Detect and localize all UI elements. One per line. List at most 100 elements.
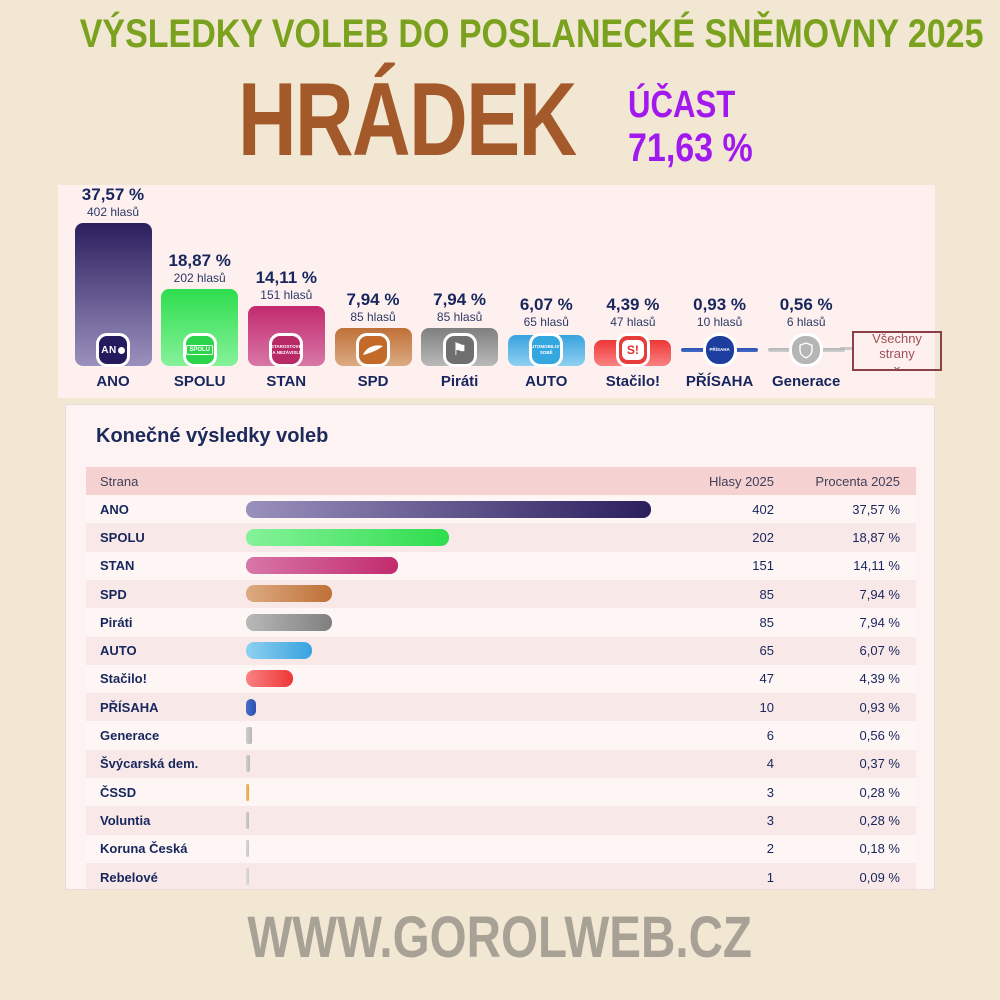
- table-party-rebelov: Rebelové: [100, 869, 158, 885]
- connector-line: [840, 347, 852, 350]
- table-percent-voluntia: 0,28 %: [859, 812, 900, 828]
- spd-party-icon: [356, 333, 390, 367]
- chart-label-spolu: SPOLU: [173, 373, 226, 390]
- table-party-generace: Generace: [100, 728, 160, 744]
- chart-label-generace: Generace: [771, 373, 841, 390]
- table-party-voluntia: Voluntia: [100, 812, 151, 828]
- auto-party-icon: AUTOMOBILISTÉ SOBĚ: [529, 333, 564, 367]
- table-votes-sta-ilo: 47: [759, 671, 774, 687]
- site-url: WWW.GOROLWEB.CZ: [247, 905, 753, 970]
- table-party-auto: AUTO: [100, 643, 137, 659]
- table-votes-p-saha: 10: [759, 699, 774, 715]
- results-bar-chart: Všechny strany ⌄ 37,57 % 402 hlasů AN ANO 18…: [58, 185, 942, 398]
- table-bar-v-carsk-dem: [246, 755, 250, 773]
- table-party-spd: SPD: [100, 586, 127, 602]
- table-party-ssd: ČSSD: [100, 784, 137, 800]
- all-parties-button[interactable]: Všechny strany ⌄: [852, 331, 942, 373]
- chart-percent-pir-ti: 7,94 %: [433, 289, 487, 309]
- table-bar-sta-ilo: [246, 670, 294, 688]
- spolu-party-icon: SPOLU: [182, 333, 217, 367]
- chart-label-sta-ilo: Stačilo!: [605, 373, 660, 390]
- ano-party-icon: AN: [96, 333, 130, 367]
- chart-votes-pir-ti: 85 hlasů: [436, 309, 483, 324]
- chart-label-p-saha: PŘÍSAHA: [685, 373, 754, 390]
- table-percent-sta-ilo: 4,39 %: [859, 671, 900, 687]
- all-parties-button-label: Všechny strany: [872, 331, 922, 361]
- table-row: AUTO 65 6,07 %: [86, 636, 916, 665]
- table-row: Piráti 85 7,94 %: [86, 608, 916, 637]
- table-row: Rebelové 1 0,09 %: [86, 862, 916, 889]
- table-votes-spolu: 202: [752, 529, 774, 545]
- table-header-row: Strana Hlasy 2025 Procenta 2025: [86, 467, 916, 495]
- chart-label-ano: ANO: [96, 373, 130, 390]
- chart-percent-auto: 6,07 %: [519, 295, 573, 314]
- chart-percent-sta-ilo: 4,39 %: [606, 295, 660, 314]
- chart-percent-stan: 14,11 %: [255, 267, 318, 287]
- table-bar-spolu: [246, 528, 450, 546]
- chart-percent-spd: 7,94 %: [346, 289, 400, 309]
- table-party-p-saha: PŘÍSAHA: [100, 699, 159, 715]
- chevron-down-icon: ⌄: [891, 358, 903, 373]
- table-party-stan: STAN: [100, 558, 135, 574]
- table-party-sta-ilo: Stačilo!: [100, 671, 147, 687]
- chart-percent-ano: 37,57 %: [81, 184, 145, 204]
- table-percent-ano: 37,57 %: [852, 501, 900, 517]
- stan-party-icon: STAROSTOVÉ A NEZÁVISLÍ: [269, 333, 304, 367]
- table-row: STAN 151 14,11 %: [86, 551, 916, 580]
- table-percent-spolu: 18,87 %: [852, 529, 900, 545]
- turnout-label: ÚČAST: [628, 84, 736, 126]
- table-percent-ssd: 0,28 %: [859, 784, 900, 800]
- table-bar-koruna-esk: [246, 840, 249, 858]
- table-bar-stan: [246, 557, 399, 575]
- table-votes-auto: 65: [759, 643, 774, 659]
- table-votes-spd: 85: [759, 586, 774, 602]
- table-percent-rebelov: 0,09 %: [859, 869, 900, 885]
- page-footer: WWW.GOROLWEB.CZ: [0, 908, 1000, 968]
- table-bar-rebelov: [246, 868, 249, 886]
- table-votes-voluntia: 3: [766, 812, 774, 828]
- table-bar-pir-ti: [246, 613, 332, 631]
- table-votes-pir-ti: 85: [759, 614, 774, 630]
- chart-votes-spd: 85 hlasů: [350, 309, 396, 324]
- p-saha-party-icon: PŘÍSAHA: [702, 333, 737, 367]
- chart-label-stan: STAN: [266, 373, 307, 390]
- chart-votes-sta-ilo: 47 hlasů: [610, 315, 656, 329]
- table-bar-ssd: [246, 783, 249, 801]
- table-row: Koruna Česká 2 0,18 %: [86, 834, 916, 863]
- chart-votes-p-saha: 10 hlasů: [696, 315, 743, 329]
- pir-ti-party-icon: ⚑: [442, 333, 477, 367]
- chart-label-auto: AUTO: [525, 373, 568, 390]
- table-party-v-carsk-dem: Švýcarská dem.: [100, 756, 199, 772]
- table-percent-v-carsk-dem: 0,37 %: [859, 756, 900, 772]
- table-title: Konečné výsledky voleb: [96, 425, 329, 447]
- column-header-percent: Procenta 2025: [815, 473, 900, 489]
- table-percent-pir-ti: 7,94 %: [859, 614, 900, 630]
- chart-votes-stan: 151 hlasů: [260, 287, 313, 302]
- table-bar-spd: [246, 585, 332, 603]
- chart-percent-spolu: 18,87 %: [168, 251, 231, 270]
- table-percent-spd: 7,94 %: [859, 586, 900, 602]
- table-party-koruna-esk: Koruna Česká: [100, 841, 188, 857]
- sta-ilo-party-icon: S!: [615, 333, 650, 367]
- table-row: Generace 6 0,56 %: [86, 721, 916, 750]
- table-votes-stan: 151: [752, 558, 774, 574]
- page-header: VÝSLEDKY VOLEB DO POSLANECKÉ SNĚMOVNY 20…: [0, 12, 1000, 56]
- municipality-name: HRÁDEK: [238, 62, 577, 178]
- table-party-pir-ti: Piráti: [100, 614, 133, 630]
- table-percent-generace: 0,56 %: [859, 728, 900, 744]
- results-table-panel: Konečné výsledky voleb Strana Hlasy 2025…: [65, 404, 935, 890]
- table-row: Švýcarská dem. 4 0,37 %: [86, 749, 916, 778]
- table-bar-p-saha: [246, 698, 257, 716]
- table-votes-v-carsk-dem: 4: [766, 756, 774, 772]
- table-row: SPOLU 202 18,87 %: [86, 523, 916, 552]
- chart-label-spd: SPD: [357, 373, 389, 390]
- table-row: SPD 85 7,94 %: [86, 579, 916, 609]
- generace-party-icon: [789, 333, 824, 367]
- column-header-votes: Hlasy 2025: [708, 473, 774, 489]
- table-party-ano: ANO: [100, 501, 129, 517]
- table-row: PŘÍSAHA 10 0,93 %: [86, 693, 916, 722]
- chart-percent-generace: 0,56 %: [779, 295, 833, 314]
- table-row: Stačilo! 47 4,39 %: [86, 664, 916, 694]
- chart-votes-auto: 65 hlasů: [523, 315, 569, 329]
- table-row: Voluntia 3 0,28 %: [86, 806, 916, 835]
